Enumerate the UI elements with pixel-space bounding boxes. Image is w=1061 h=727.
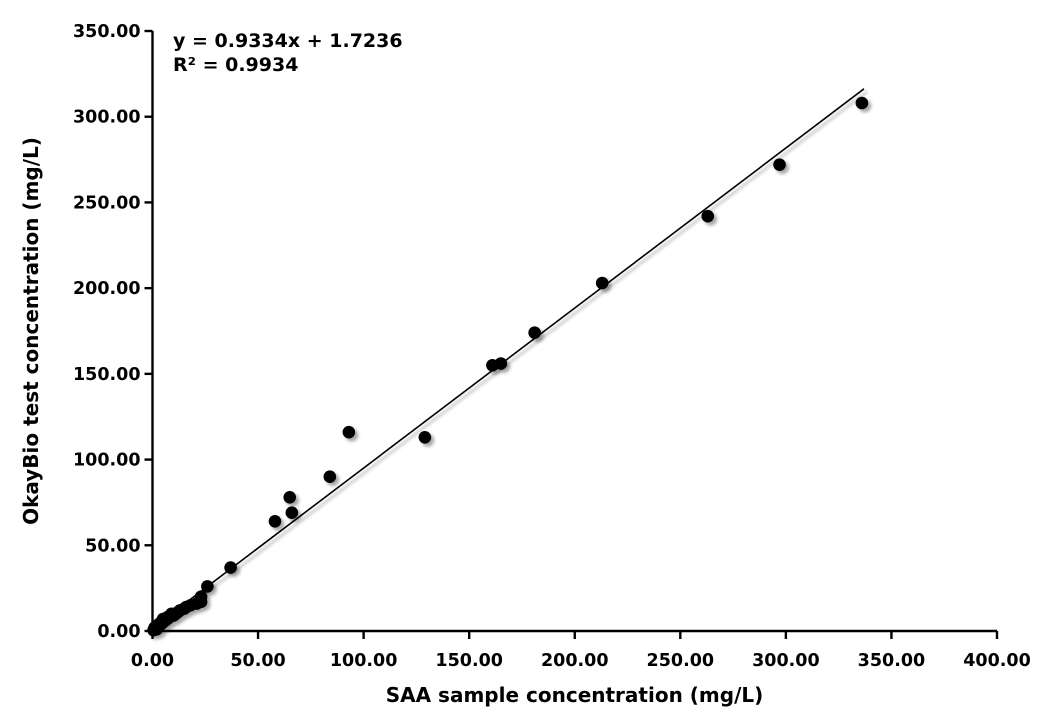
data-point [194,590,208,604]
x-tick-label: 400.00 [963,651,1031,671]
data-point [855,96,869,110]
x-axis-title: SAA sample concentration (mg/L) [385,683,764,707]
data-point [285,506,299,520]
data-point [283,490,297,504]
data-point [342,425,356,439]
data-point [224,561,237,574]
x-tick-label: 300.00 [752,651,820,671]
axes [144,29,999,639]
data-point [268,514,282,528]
y-tick-label: 50.00 [85,536,140,556]
data-point [494,357,508,370]
x-tick-label: 50.00 [230,651,285,671]
y-tick-label: 300.00 [73,108,141,128]
tick-labels: 0.00 50.00 100.00 150.00 200.00 250.00 300.00 3… [73,22,1031,671]
axis-lines [151,31,997,633]
data-point [323,470,337,484]
x-tick-label: 250.00 [647,651,715,671]
data-point [595,276,609,290]
x-tick-label: 200.00 [541,651,609,671]
data-point [701,209,715,223]
r-squared-text: R² = 0.9934 [173,54,299,76]
y-tick-label: 350.00 [73,22,141,42]
x-tick-label: 100.00 [330,651,398,671]
data-point [201,580,214,593]
y-tick-label: 200.00 [73,279,141,299]
x-tick-label: 150.00 [435,651,503,671]
data-points [147,96,869,637]
x-tick-label: 0.00 [131,651,174,671]
data-point [773,158,786,172]
data-point [418,430,432,444]
trendline [152,88,865,629]
equation-text: y = 0.9334x + 1.7236 [173,30,403,52]
y-tick-label: 100.00 [73,451,141,471]
y-tick-label: 0.00 [97,622,140,642]
y-tick-label: 250.00 [73,193,141,213]
data-point [528,326,541,340]
x-tick-label: 350.00 [858,651,926,671]
y-tick-label: 150.00 [73,365,141,385]
y-axis-title: OkayBio test concentration (mg/L) [19,137,43,525]
trendline-annotation: y = 0.9334x + 1.7236 R² = 0.9934 [173,29,403,77]
